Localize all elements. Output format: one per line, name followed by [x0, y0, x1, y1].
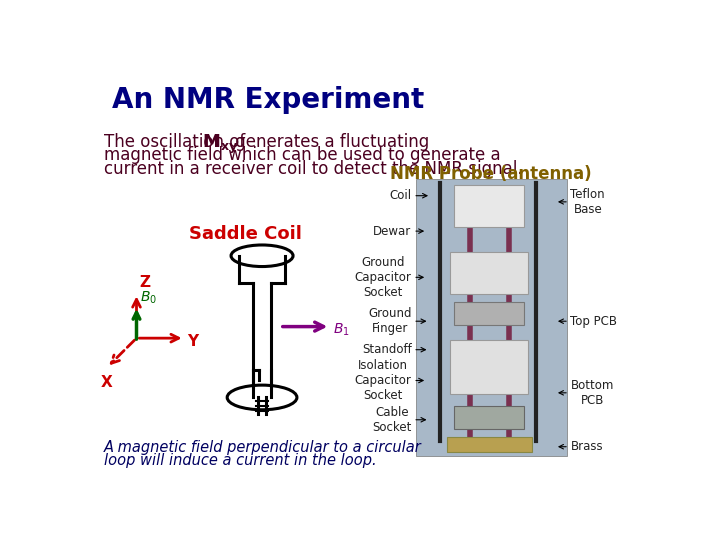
- Text: A magnetic field perpendicular to a circular: A magnetic field perpendicular to a circ…: [104, 440, 422, 455]
- Text: $B_0$: $B_0$: [140, 289, 157, 306]
- Bar: [451, 340, 528, 394]
- Text: Teflon
Base: Teflon Base: [570, 188, 605, 216]
- Text: Standoff: Standoff: [362, 343, 412, 356]
- Bar: [415, 179, 567, 456]
- Bar: [454, 185, 524, 227]
- Bar: [451, 252, 528, 294]
- Text: Ground
Finger: Ground Finger: [368, 307, 412, 335]
- Text: Cable
Socket: Cable Socket: [372, 406, 412, 434]
- Text: Z: Z: [140, 275, 150, 291]
- Bar: [454, 406, 524, 429]
- Text: Top PCB: Top PCB: [570, 315, 618, 328]
- Text: Brass: Brass: [570, 440, 603, 453]
- Text: Saddle Coil: Saddle Coil: [189, 225, 302, 243]
- Text: $\mathbf{M_{xy}}$: $\mathbf{M_{xy}}$: [202, 132, 238, 156]
- Text: Coil: Coil: [390, 189, 412, 202]
- Text: Ground
Capacitor
Socket: Ground Capacitor Socket: [355, 256, 412, 299]
- Text: Dewar: Dewar: [374, 225, 412, 238]
- Bar: [454, 302, 524, 325]
- Text: Isolation
Capacitor
Socket: Isolation Capacitor Socket: [355, 359, 412, 402]
- Text: Bottom
PCB: Bottom PCB: [570, 379, 614, 407]
- Text: NMR Probe (antenna): NMR Probe (antenna): [390, 165, 592, 183]
- Text: magnetic field which can be used to generate a: magnetic field which can be used to gene…: [104, 146, 500, 164]
- Text: An NMR Experiment: An NMR Experiment: [112, 86, 424, 114]
- Text: generates a fluctuating: generates a fluctuating: [230, 132, 428, 151]
- Text: The oscillation of: The oscillation of: [104, 132, 251, 151]
- Text: Y: Y: [187, 334, 198, 349]
- Text: X: X: [101, 375, 112, 390]
- Text: loop will induce a current in the loop.: loop will induce a current in the loop.: [104, 453, 377, 468]
- Bar: [446, 437, 532, 452]
- Text: $B_1$: $B_1$: [333, 321, 349, 338]
- Text: current in a receiver coil to detect the NMR signal.: current in a receiver coil to detect the…: [104, 160, 523, 178]
